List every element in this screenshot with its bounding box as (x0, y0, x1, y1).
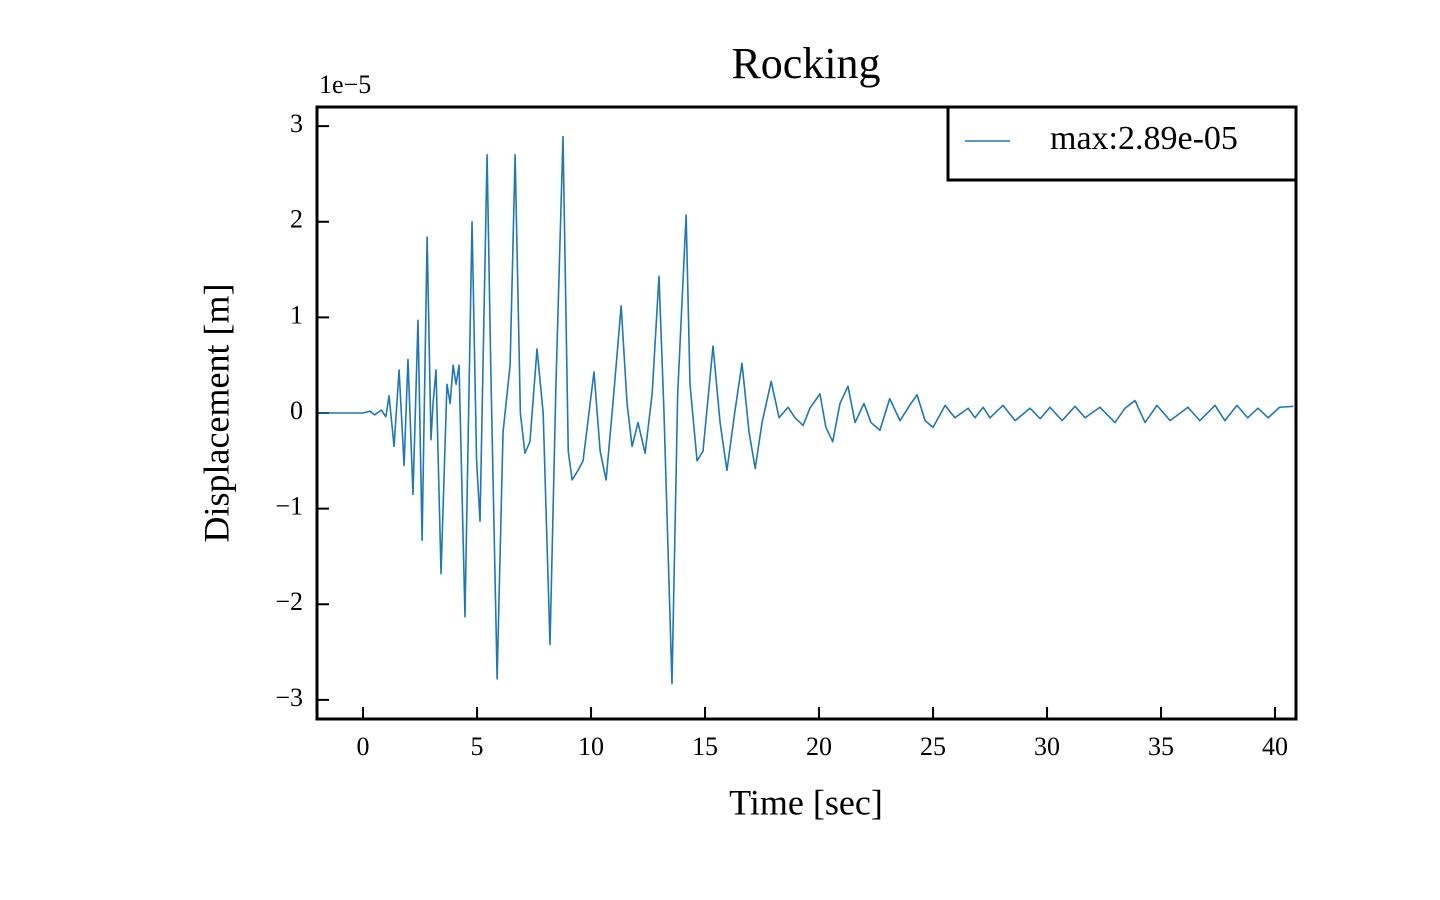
x-axis-label: Time [sec] (729, 782, 883, 822)
x-tick-label: 20 (806, 732, 832, 761)
chart-title: Rocking (731, 39, 880, 88)
y-tick-label: −2 (275, 587, 303, 616)
data-line (317, 135, 1294, 685)
y-tick-label: 2 (290, 205, 303, 234)
x-tick-label: 35 (1148, 732, 1174, 761)
legend-box (946, 105, 1298, 182)
x-tick-label: 30 (1034, 732, 1060, 761)
x-tick-label: 5 (471, 732, 484, 761)
x-tick-label: 10 (578, 732, 604, 761)
y-tick-label: 1 (290, 300, 303, 329)
y-tick-label: −1 (275, 492, 303, 521)
legend-label: max:2.89e-05 (1050, 120, 1238, 157)
x-tick-label: 40 (1262, 732, 1288, 761)
y-tick-label: −3 (275, 683, 303, 712)
x-tick-label: 25 (920, 732, 946, 761)
x-tick-label: 15 (692, 732, 718, 761)
plot-frame (315, 105, 1298, 721)
y-tick-label: 0 (290, 396, 303, 425)
y-axis-label: Displacement [m] (196, 284, 236, 543)
y-tick-label: 3 (290, 109, 303, 138)
offset-label: 1e−5 (319, 70, 371, 99)
x-tick-label: 0 (357, 732, 370, 761)
